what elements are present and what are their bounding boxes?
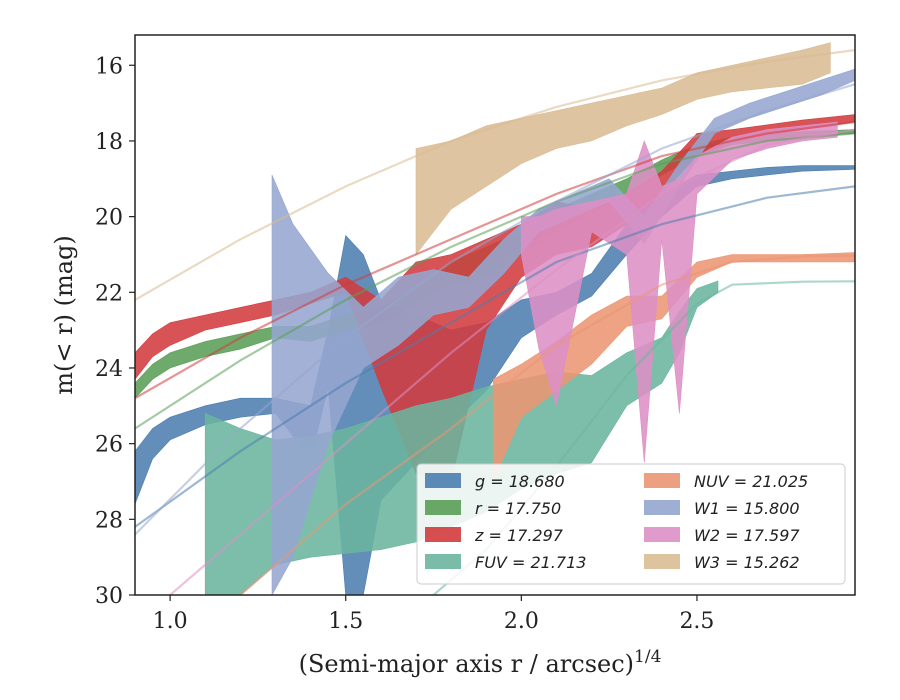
fit-line-g bbox=[135, 185, 855, 528]
legend-swatch-nuv bbox=[644, 473, 680, 488]
x-tick-label: 1.0 bbox=[153, 609, 188, 634]
y-tick-label: 16 bbox=[95, 54, 123, 79]
y-axis-label: m(< r) (mag) bbox=[50, 235, 78, 394]
y-tick-label: 30 bbox=[95, 584, 123, 609]
legend-swatch-w2 bbox=[644, 527, 680, 542]
legend-swatch-w3 bbox=[644, 554, 680, 569]
x-axis-ticks: 1.0 1.5 2.0 2.5 bbox=[153, 595, 714, 634]
y-tick-label: 22 bbox=[95, 281, 123, 306]
legend-label-w3: W3 = 15.262 bbox=[694, 553, 800, 572]
legend-label-w1: W1 = 15.800 bbox=[694, 499, 800, 518]
x-tick-label: 1.5 bbox=[328, 609, 363, 634]
x-axis-label: (Semi-major axis r / arcsec)1/4 bbox=[299, 647, 662, 678]
legend-swatch-w1 bbox=[644, 500, 680, 515]
legend: g = 18.680 r = 17.750 z = 17.297 FUV = 21.7… bbox=[416, 463, 846, 585]
y-tick-label: 20 bbox=[95, 206, 123, 231]
fit-line-w1 bbox=[135, 83, 855, 536]
fit-line-r bbox=[135, 132, 855, 430]
x-axis-label-text: (Semi-major axis r / arcsec) bbox=[299, 650, 634, 678]
band-w1 bbox=[271, 68, 855, 595]
y-tick-label: 18 bbox=[95, 130, 123, 155]
y-axis-ticks: 16 18 20 22 24 26 28 30 bbox=[95, 54, 135, 609]
legend-box bbox=[416, 463, 846, 585]
y-tick-label: 28 bbox=[95, 508, 123, 533]
x-tick-label: 2.0 bbox=[504, 609, 539, 634]
legend-label-nuv: NUV = 21.025 bbox=[694, 472, 808, 491]
band-w2 bbox=[521, 121, 838, 463]
legend-swatch-g bbox=[425, 473, 461, 488]
y-tick-label: 26 bbox=[95, 433, 123, 458]
legend-label-z: z = 17.297 bbox=[474, 526, 564, 545]
fit-line-nuv bbox=[239, 254, 855, 595]
legend-label-r: r = 17.750 bbox=[475, 499, 561, 518]
fit-line-w3 bbox=[135, 49, 855, 301]
legend-swatch-r bbox=[425, 500, 461, 515]
legend-swatch-z bbox=[425, 527, 461, 542]
band-w3 bbox=[415, 42, 831, 256]
legend-swatch-fuv bbox=[425, 554, 461, 569]
fit-line-z bbox=[135, 120, 855, 400]
legend-label-fuv: FUV = 21.713 bbox=[475, 553, 586, 572]
legend-label-g: g = 18.680 bbox=[475, 472, 565, 491]
x-tick-label: 2.5 bbox=[679, 609, 714, 634]
x-axis-label-superscript: 1/4 bbox=[634, 647, 661, 667]
fit-line-w2 bbox=[169, 128, 855, 595]
y-tick-label: 24 bbox=[95, 357, 123, 382]
plot-frame bbox=[134, 34, 856, 596]
legend-label-w2: W2 = 17.597 bbox=[694, 526, 800, 545]
